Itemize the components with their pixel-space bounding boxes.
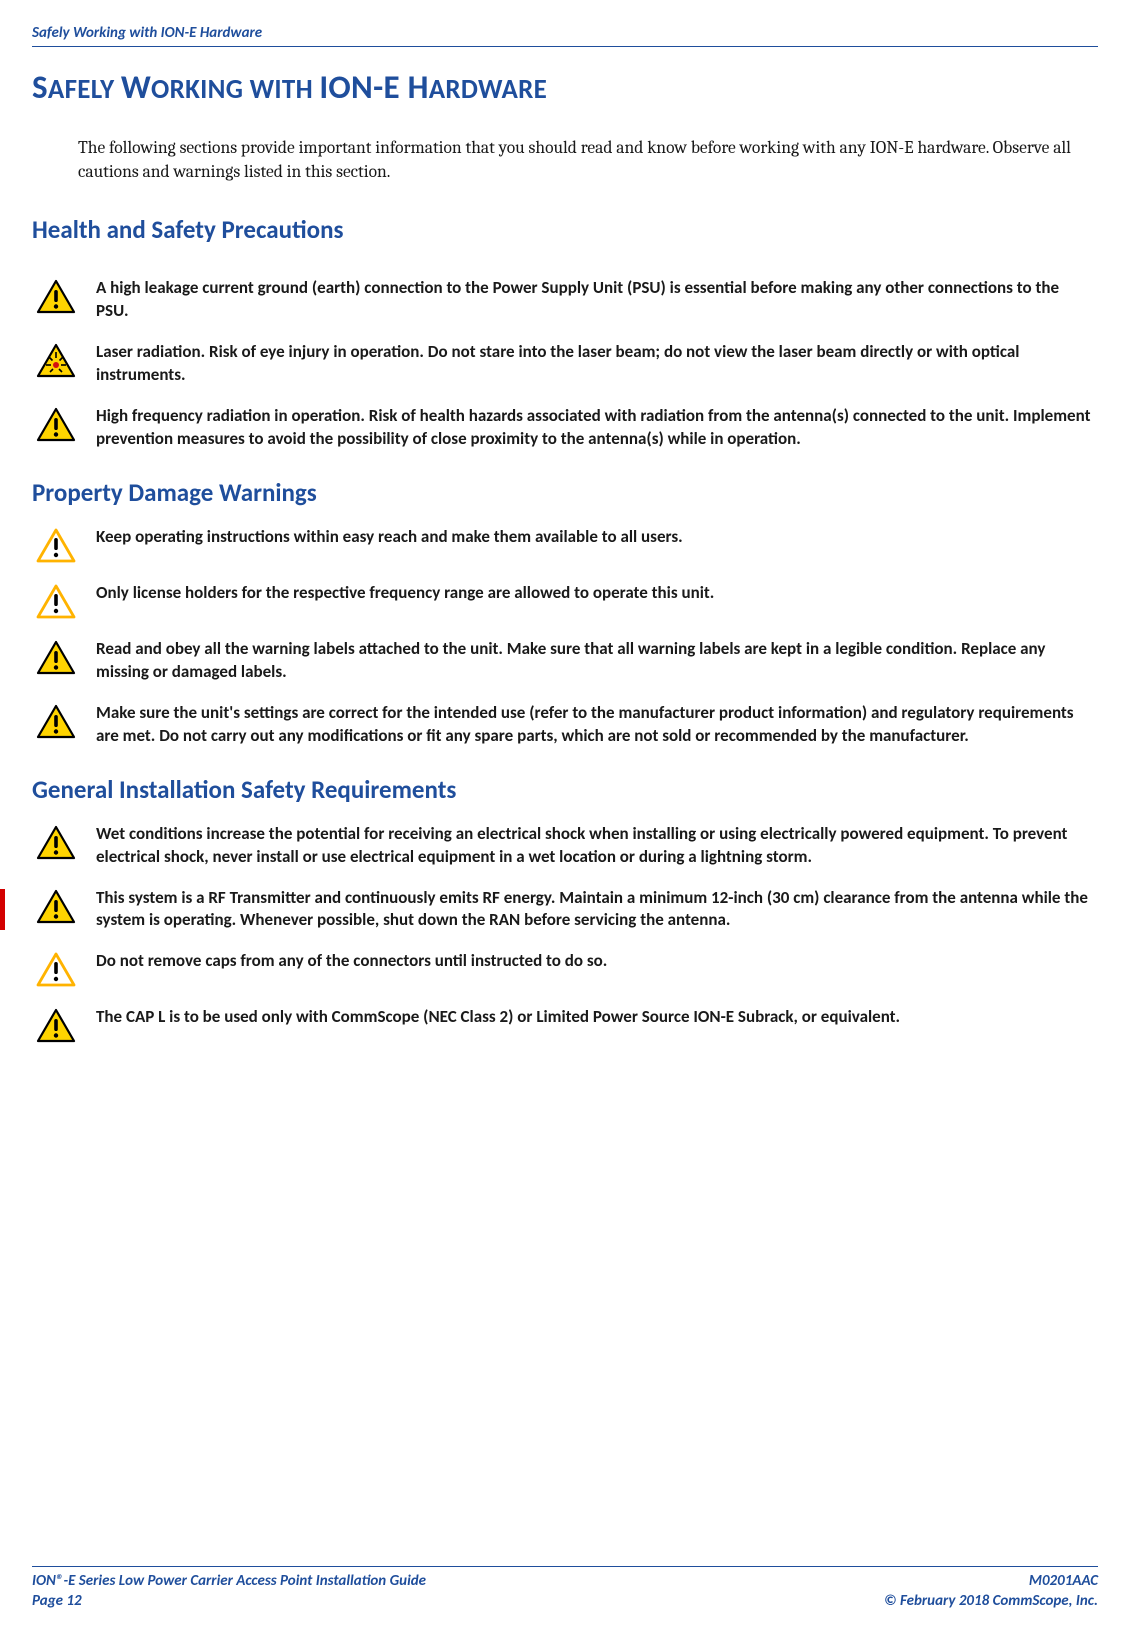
warning-text: Laser radiation. Risk of eye injury in o… (96, 341, 1098, 387)
t6: ARDWARE (429, 73, 547, 106)
warning-row: The CAP L is to be used only with CommSc… (32, 1006, 1098, 1044)
warning-row: Read and obey all the warning labels att… (32, 638, 1098, 684)
t4: ORKING WITH (151, 73, 319, 106)
warning-icon (32, 638, 80, 676)
warning-text: Make sure the unit's settings are correc… (96, 702, 1098, 748)
revision-bar (0, 889, 5, 931)
warning-row: Only license holders for the respective … (32, 582, 1098, 620)
t2: AFELY (48, 73, 121, 106)
section-heading-property: Property Damage Warnings (32, 477, 1098, 508)
warning-icon (32, 277, 80, 315)
footer-doc-title: ION®-E Series Low Power Carrier Access P… (32, 1571, 426, 1591)
laser-icon (32, 341, 80, 379)
header-rule (32, 46, 1098, 47)
install-warnings: Wet conditions increase the potential fo… (32, 823, 1098, 1045)
footer-page-number: Page 12 (32, 1591, 426, 1611)
warning-text: The CAP L is to be used only with CommSc… (96, 1006, 1098, 1029)
warning-row: High frequency radiation in operation. R… (32, 405, 1098, 451)
warning-text: A high leakage current ground (earth) co… (96, 277, 1098, 323)
t1: S (32, 67, 48, 107)
intro-paragraph: The following sections provide important… (78, 137, 1098, 184)
footer-rule (32, 1566, 1098, 1567)
warning-row: This system is a RF Transmitter and cont… (32, 887, 1098, 933)
warning-icon (32, 702, 80, 740)
warning-row: Laser radiation. Risk of eye injury in o… (32, 341, 1098, 387)
warning-row: Keep operating instructions within easy … (32, 526, 1098, 564)
warning-text: Only license holders for the respective … (96, 582, 1098, 605)
page-title: SAFELY WORKING WITH ION-E HARDWARE (32, 67, 1098, 107)
warning-text: Keep operating instructions within easy … (96, 526, 1098, 549)
warning-text: Wet conditions increase the potential fo… (96, 823, 1098, 869)
warning-text: High frequency radiation in operation. R… (96, 405, 1098, 451)
warning-row: Do not remove caps from any of the conne… (32, 950, 1098, 988)
warning-row: Wet conditions increase the potential fo… (32, 823, 1098, 869)
warning-icon (32, 1006, 80, 1044)
section-heading-health: Health and Safety Precautions (32, 214, 1098, 245)
t5: ION-E H (319, 67, 428, 107)
health-warnings: A high leakage current ground (earth) co… (32, 277, 1098, 451)
caution-icon (32, 526, 80, 564)
section-heading-install: General Installation Safety Requirements (32, 774, 1098, 805)
t3: W (121, 67, 151, 107)
warning-row: A high leakage current ground (earth) co… (32, 277, 1098, 323)
caution-icon (32, 950, 80, 988)
footer-copyright: © February 2018 CommScope, Inc. (884, 1591, 1098, 1611)
warning-row: Make sure the unit's settings are correc… (32, 702, 1098, 748)
warning-text: Read and obey all the warning labels att… (96, 638, 1098, 684)
warning-icon (32, 405, 80, 443)
warning-icon (32, 823, 80, 861)
warning-icon (32, 887, 80, 925)
warning-text: Do not remove caps from any of the conne… (96, 950, 1098, 973)
warning-text: This system is a RF Transmitter and cont… (96, 887, 1098, 933)
page-footer: ION®-E Series Low Power Carrier Access P… (32, 1566, 1098, 1612)
running-header: Safely Working with ION-E Hardware (32, 24, 1098, 42)
caution-icon (32, 582, 80, 620)
footer-doc-code: M0201AAC (884, 1571, 1098, 1591)
property-warnings: Keep operating instructions within easy … (32, 526, 1098, 748)
